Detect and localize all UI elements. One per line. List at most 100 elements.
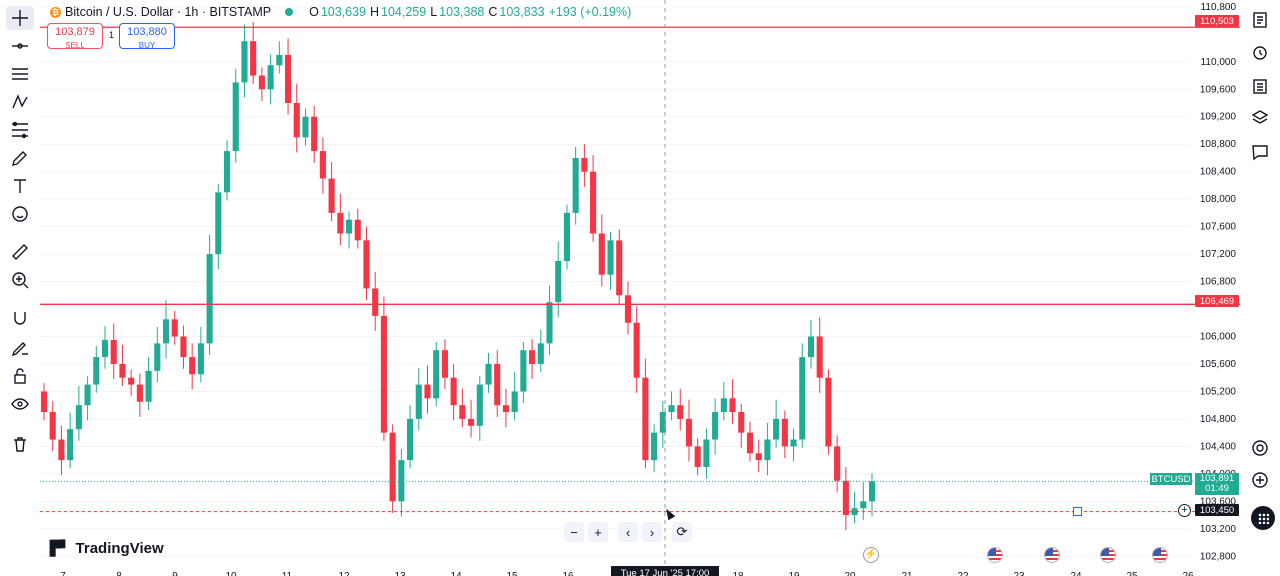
add-alert-plus-icon[interactable]: + <box>1178 504 1191 517</box>
price-axis-label: 106,800 <box>1200 277 1237 288</box>
candle-body <box>337 212 344 234</box>
symbol-title[interactable]: Bitcoin / U.S. Dollar · 1h · BITSTAMP <box>65 5 272 19</box>
horizontal-line-price-tag[interactable]: 106,469 <box>1195 295 1239 307</box>
candle-body <box>868 481 876 502</box>
candle-body <box>93 357 100 385</box>
text-icon[interactable] <box>6 174 34 198</box>
candle-body <box>781 418 788 447</box>
candle-body <box>424 384 431 399</box>
candle-body <box>816 336 823 378</box>
crosshair-time-tag: Tue 17 Jun '25 17:00 <box>611 566 719 576</box>
lock-icon[interactable] <box>6 364 34 388</box>
target-icon[interactable] <box>1248 436 1272 460</box>
bar-countdown: 01:49 <box>1205 483 1229 494</box>
eye-icon[interactable] <box>6 392 34 416</box>
sell-price: 103,879 <box>55 26 95 38</box>
candle-body <box>755 453 762 461</box>
buy-price: 103,880 <box>127 26 167 38</box>
trash-icon[interactable] <box>6 432 34 456</box>
candle-body <box>572 157 579 213</box>
candle-body <box>729 398 736 413</box>
magnet-icon[interactable] <box>6 306 34 330</box>
candle-body <box>441 350 448 378</box>
chart-pane[interactable]: 110,800 110,000 109,600 109,200 108,800 108,4… <box>40 0 1240 576</box>
candle-body <box>75 405 82 430</box>
chat-icon[interactable] <box>1248 140 1272 164</box>
price-axis-label: 107,200 <box>1200 249 1237 260</box>
buy-button[interactable]: 103,880 BUY <box>119 23 175 50</box>
layers-icon[interactable] <box>1248 106 1272 130</box>
crosshair-price-tag: 103,450 <box>1195 504 1239 516</box>
candle-body <box>389 432 396 502</box>
lock-draw-icon[interactable] <box>6 336 34 360</box>
alarm-clock-icon[interactable] <box>1248 40 1272 64</box>
candle-body <box>180 336 187 358</box>
candle-body <box>790 439 797 447</box>
open-label: O <box>309 5 319 19</box>
candle-body <box>807 336 815 358</box>
time-axis-label: 13 <box>394 571 406 576</box>
us-flag-event-icon[interactable] <box>1100 547 1116 563</box>
us-flag-event-icon[interactable] <box>1152 547 1168 563</box>
candle-body <box>476 384 483 426</box>
logo-text: TradingView <box>75 540 164 557</box>
emoji-icon[interactable] <box>6 202 34 226</box>
candle-body <box>563 212 570 261</box>
candle-body <box>407 418 414 461</box>
candle-body <box>136 384 143 402</box>
reset-chart-button[interactable]: ⟳ <box>672 522 692 542</box>
fib-icon[interactable] <box>6 118 34 142</box>
candle-body <box>624 295 632 323</box>
price-axis-label: 103,600 <box>1200 496 1237 507</box>
price-axis-label: 107,600 <box>1200 222 1237 233</box>
candle-body <box>860 501 867 509</box>
lightning-event-icon[interactable]: ⚡ <box>863 547 879 563</box>
candle-body <box>232 82 239 152</box>
crosshair-icon[interactable] <box>6 6 34 30</box>
us-flag-event-icon[interactable] <box>987 547 1003 563</box>
candle-body <box>607 240 614 275</box>
right-sidebar-toolbar <box>1240 0 1280 576</box>
scroll-left-button[interactable]: ‹ <box>618 522 638 542</box>
us-flag-event-icon[interactable] <box>1044 547 1060 563</box>
candle-body <box>276 54 283 66</box>
calendar-list-icon[interactable] <box>1248 74 1272 98</box>
horizontal-lines-icon[interactable] <box>6 62 34 86</box>
last-price-tag: 103,891 01:49 <box>1195 473 1239 495</box>
candle-body <box>799 357 806 440</box>
ruler-icon[interactable] <box>6 240 34 264</box>
candle-body <box>215 192 222 255</box>
candle-body <box>197 343 204 375</box>
sell-button[interactable]: 103,879 SELL <box>47 23 103 50</box>
candle-body <box>485 363 492 385</box>
price-axis-label: 110,800 <box>1201 2 1237 13</box>
time-axis-label: 8 <box>116 571 122 576</box>
symbol-legend: ₿ Bitcoin / U.S. Dollar · 1h · BITSTAMP … <box>50 4 631 20</box>
apps-grid-button[interactable] <box>1251 506 1275 530</box>
horizontal-line-price-tag[interactable]: 110,503 <box>1195 15 1239 27</box>
trend-line-icon[interactable] <box>6 34 34 58</box>
sell-label: SELL <box>65 41 85 50</box>
price-axis-label: 109,600 <box>1200 84 1237 95</box>
zoom-in-button[interactable]: + <box>588 522 608 542</box>
candle-body <box>433 350 440 399</box>
candle-body <box>346 219 353 234</box>
time-axis-label: 9 <box>172 571 178 576</box>
pattern-icon[interactable] <box>6 90 34 114</box>
line-drag-handle[interactable] <box>1073 507 1082 516</box>
zoom-icon[interactable] <box>6 268 34 292</box>
price-axis-label: 104,400 <box>1200 441 1237 452</box>
candle-body <box>128 377 135 385</box>
candle-body <box>712 412 719 440</box>
spread-value: 1 <box>109 30 115 40</box>
time-axis-label: 14 <box>450 571 462 576</box>
plus-circle-icon[interactable] <box>1248 468 1272 492</box>
brush-icon[interactable] <box>6 146 34 170</box>
scroll-right-button[interactable]: › <box>642 522 662 542</box>
watchlist-icon[interactable] <box>1248 8 1272 32</box>
zoom-out-button[interactable]: − <box>564 522 584 542</box>
tradingview-logo[interactable]: ▛▘ TradingView <box>50 540 164 557</box>
price-axis-label: 103,200 <box>1200 524 1237 535</box>
price-chart[interactable]: 110,800 110,000 109,600 109,200 108,800 108,4… <box>40 0 1240 576</box>
candle-body <box>145 370 152 402</box>
